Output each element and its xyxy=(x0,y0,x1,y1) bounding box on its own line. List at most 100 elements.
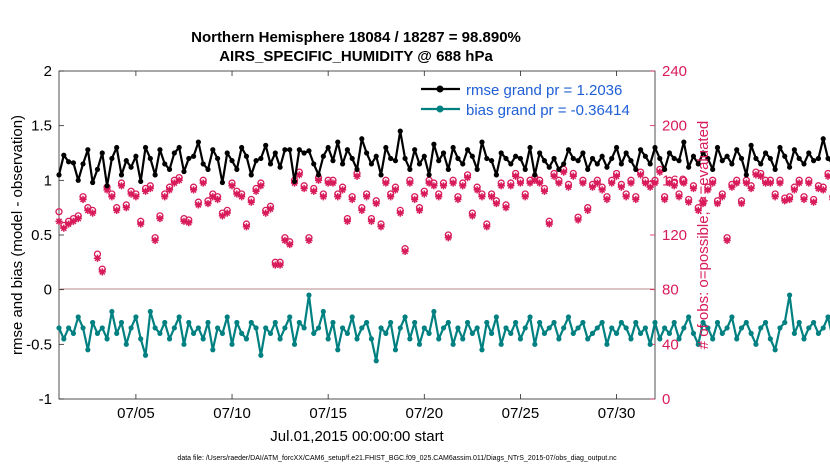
bias-point xyxy=(325,336,331,342)
bias-point xyxy=(479,347,485,353)
obs-evaluated-point xyxy=(704,186,712,194)
rmse-point xyxy=(700,150,706,156)
obs-evaluated-point xyxy=(608,179,616,187)
bias-point xyxy=(767,336,773,342)
bias-point xyxy=(224,314,230,320)
bias-point xyxy=(282,325,288,331)
bias-point xyxy=(440,325,447,331)
obs-evaluated-point xyxy=(531,176,539,184)
obs-evaluated-point xyxy=(550,172,558,180)
rmse-point xyxy=(561,161,567,167)
bias-point xyxy=(383,330,389,336)
bias-point xyxy=(695,341,701,347)
rmse-point xyxy=(176,144,182,151)
rmse-point xyxy=(633,166,639,172)
bias-point xyxy=(565,314,572,320)
obs-evaluated-point xyxy=(194,201,202,209)
bias-point xyxy=(128,325,134,331)
rmse-point xyxy=(690,153,697,159)
obs-evaluated-point xyxy=(257,182,265,190)
rmse-point xyxy=(99,150,105,156)
bias-point xyxy=(330,319,336,326)
obs-evaluated-point xyxy=(60,224,68,232)
obs-evaluated-point xyxy=(593,179,601,187)
obs-evaluated-point xyxy=(343,217,351,225)
bias-point xyxy=(710,336,716,342)
obs-evaluated-point xyxy=(454,195,462,204)
bias-point xyxy=(786,292,793,298)
rmse-point xyxy=(330,158,336,164)
obs-evaluated-point xyxy=(646,183,654,191)
bias-point xyxy=(700,319,706,326)
obs-evaluated-point xyxy=(737,199,746,208)
bias-point xyxy=(426,330,432,336)
legend-bias-marker xyxy=(436,105,444,113)
obs-evaluated-point xyxy=(492,199,500,208)
rmse-point xyxy=(570,155,576,162)
rmse-point xyxy=(412,147,418,153)
rmse-point xyxy=(142,144,149,151)
x-tick-label: 07/05 xyxy=(117,405,155,422)
rmse-point xyxy=(748,142,754,148)
bias-point xyxy=(339,325,346,331)
x-tick-label: 07/10 xyxy=(213,405,251,422)
rmse-point xyxy=(224,150,230,156)
obs-evaluated-point xyxy=(656,168,664,176)
rmse-point xyxy=(66,159,72,165)
bias-point xyxy=(239,330,245,336)
bias-point xyxy=(556,336,562,342)
obs-evaluated-point xyxy=(170,179,178,187)
obs-evaluated-point xyxy=(814,184,823,193)
rmse-point xyxy=(272,150,278,156)
rmse-point xyxy=(128,164,134,170)
bias-point xyxy=(662,325,668,331)
obs-evaluated-point xyxy=(420,190,428,198)
rmse-point xyxy=(594,161,600,167)
obs-evaluated-point xyxy=(218,212,227,220)
obs-evaluated-point xyxy=(675,193,683,201)
obs-evaluated-point xyxy=(483,223,491,231)
rmse-point xyxy=(450,144,456,151)
bias-point xyxy=(397,325,403,331)
obs-evaluated-point xyxy=(713,199,722,208)
obs-evaluated-point xyxy=(329,179,337,187)
bias-point xyxy=(599,319,605,326)
rmse-point xyxy=(464,147,471,153)
obs-evaluated-point xyxy=(65,220,73,228)
rmse-point xyxy=(589,155,596,162)
rmse-point xyxy=(90,179,96,186)
bias-point xyxy=(186,319,192,326)
obs-evaluated-point xyxy=(151,236,159,245)
obs-evaluated-point xyxy=(781,197,789,205)
obs-evaluated-point xyxy=(752,171,760,179)
obs-evaluated-point xyxy=(636,171,645,179)
bias-point xyxy=(147,308,153,315)
obs-evaluated-point xyxy=(214,195,222,204)
obs-evaluated-point xyxy=(175,176,183,184)
rmse-point xyxy=(431,141,437,147)
bias-point xyxy=(142,352,149,358)
obs-evaluated-point xyxy=(238,193,246,201)
obs-evaluated-point xyxy=(478,193,486,201)
rmse-point xyxy=(263,142,269,148)
bias-point xyxy=(681,325,687,331)
bias-point xyxy=(75,314,81,320)
obs-evaluated-point xyxy=(800,195,808,204)
rmse-point xyxy=(320,153,326,159)
obs-evaluated-point xyxy=(300,184,308,193)
obs-evaluated-point xyxy=(685,198,693,206)
obs-evaluated-point xyxy=(266,205,275,213)
bias-point xyxy=(267,330,274,336)
obs-evaluated-point xyxy=(401,247,409,255)
obs-evaluated-point xyxy=(98,268,106,276)
obs-evaluated-point xyxy=(161,193,169,201)
rmse-point xyxy=(421,153,427,159)
y-axis-left-label: rmse and bias (model - observation) xyxy=(9,115,26,355)
obs-evaluated-point xyxy=(723,236,731,245)
bias-point xyxy=(109,308,115,315)
bias-point xyxy=(402,314,408,320)
obs-evaluated-point xyxy=(411,195,419,204)
bias-point xyxy=(460,336,466,342)
obs-evaluated-point xyxy=(689,184,698,193)
